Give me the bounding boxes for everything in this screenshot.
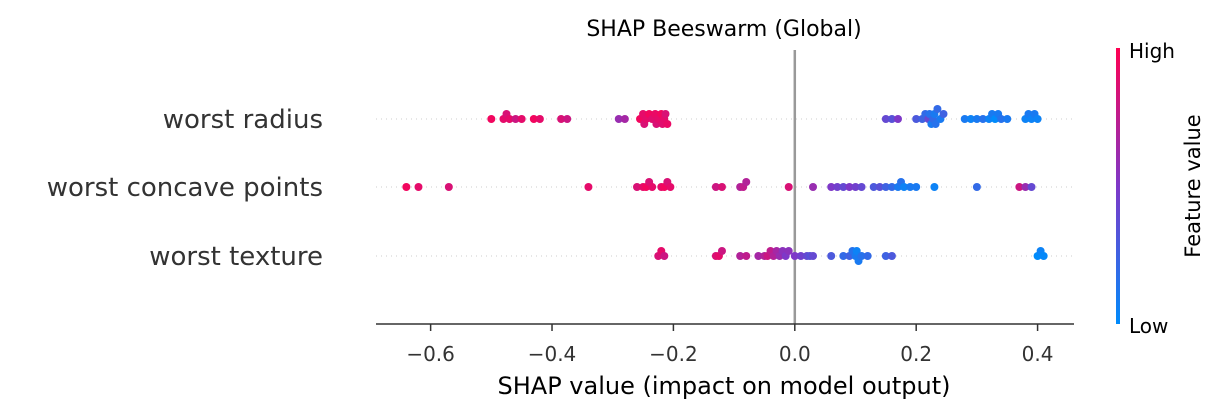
shap-point: [930, 183, 939, 191]
shap-point: [809, 183, 818, 191]
shap-point: [557, 115, 566, 123]
x-axis-label: SHAP value (impact on model output): [498, 372, 951, 400]
shap-point: [893, 115, 902, 123]
colorbar-title: Feature value: [1181, 114, 1205, 257]
shap-point: [912, 183, 921, 191]
shap-point: [505, 115, 514, 123]
shap-point: [863, 252, 872, 260]
shap-point: [711, 183, 720, 191]
shap-point: [912, 115, 921, 123]
shap-point: [414, 183, 423, 191]
shap-point: [584, 183, 593, 191]
shap-point: [887, 183, 896, 191]
shap-point: [845, 183, 854, 191]
shap-point: [563, 115, 572, 123]
shap-point: [717, 183, 726, 191]
colorbar: [1116, 48, 1120, 324]
shap-point: [881, 252, 890, 260]
shap-point: [517, 115, 526, 123]
shap-point: [978, 115, 987, 123]
shap-point: [661, 110, 670, 118]
colorbar-low-label: Low: [1129, 314, 1168, 338]
shap-point: [717, 247, 726, 255]
shap-point: [529, 115, 538, 123]
shap-point: [881, 183, 890, 191]
shap-point: [906, 183, 915, 191]
shap-point: [827, 183, 836, 191]
shap-point: [614, 115, 623, 123]
shap-point: [939, 110, 948, 118]
shap-point: [444, 183, 453, 191]
shap-point: [784, 247, 793, 255]
shap-point: [620, 115, 629, 123]
shap-point: [875, 183, 884, 191]
feature-labels: worst radius worst concave points worst te…: [47, 105, 323, 272]
shap-point: [511, 115, 520, 123]
feature-label: worst concave points: [47, 173, 323, 203]
shap-point: [966, 115, 975, 123]
shap-point: [869, 183, 878, 191]
shap-point: [972, 115, 981, 123]
shap-point: [857, 183, 866, 191]
shap-point: [960, 115, 969, 123]
shap-point: [809, 252, 818, 260]
shap-point: [666, 183, 675, 191]
shap-point: [933, 105, 942, 113]
shap-point: [487, 115, 496, 123]
x-tick-label: −0.4: [528, 342, 577, 366]
shap-point: [839, 252, 848, 260]
x-ticks: −0.6 −0.4 −0.2 0.0 0.2 0.4: [406, 324, 1053, 366]
shap-point: [742, 178, 751, 186]
shap-point: [742, 252, 751, 260]
feature-label: worst radius: [163, 105, 323, 135]
shap-point: [660, 252, 669, 260]
shap-point: [997, 115, 1006, 123]
x-tick-label: 0.0: [779, 342, 811, 366]
shap-point: [632, 183, 641, 191]
shap-point: [852, 247, 861, 255]
shap-point: [887, 252, 896, 260]
shap-point: [851, 183, 860, 191]
shap-point: [663, 120, 672, 128]
feature-label: worst texture: [149, 242, 323, 272]
shap-point: [881, 115, 890, 123]
shap-point: [402, 183, 411, 191]
shap-point: [1015, 183, 1024, 191]
x-tick-label: 0.4: [1022, 342, 1054, 366]
chart-title: SHAP Beeswarm (Global): [586, 17, 861, 42]
shap-point: [736, 252, 745, 260]
x-tick-label: 0.2: [900, 342, 932, 366]
shap-point: [1033, 115, 1042, 123]
shap-point: [796, 252, 805, 260]
shap-point: [972, 183, 981, 191]
x-tick-label: −0.6: [406, 342, 455, 366]
shap-point: [857, 252, 866, 260]
shap-point: [648, 183, 657, 191]
shap-point: [535, 115, 544, 123]
shap-point: [887, 115, 896, 123]
shap-point: [1027, 183, 1036, 191]
shap-point: [790, 252, 799, 260]
colorbar-high-label: High: [1129, 39, 1175, 63]
shap-point: [900, 183, 909, 191]
shap-point: [1021, 183, 1030, 191]
shap-point: [1003, 115, 1012, 123]
points-layer: [402, 105, 1048, 265]
shap-point: [827, 252, 836, 260]
shap-point: [931, 120, 940, 128]
x-tick-label: −0.2: [649, 342, 698, 366]
shap-point: [754, 252, 763, 260]
shap-point: [839, 183, 848, 191]
shap-point: [784, 183, 793, 191]
shap-point: [1039, 252, 1048, 260]
shap-point: [833, 183, 842, 191]
